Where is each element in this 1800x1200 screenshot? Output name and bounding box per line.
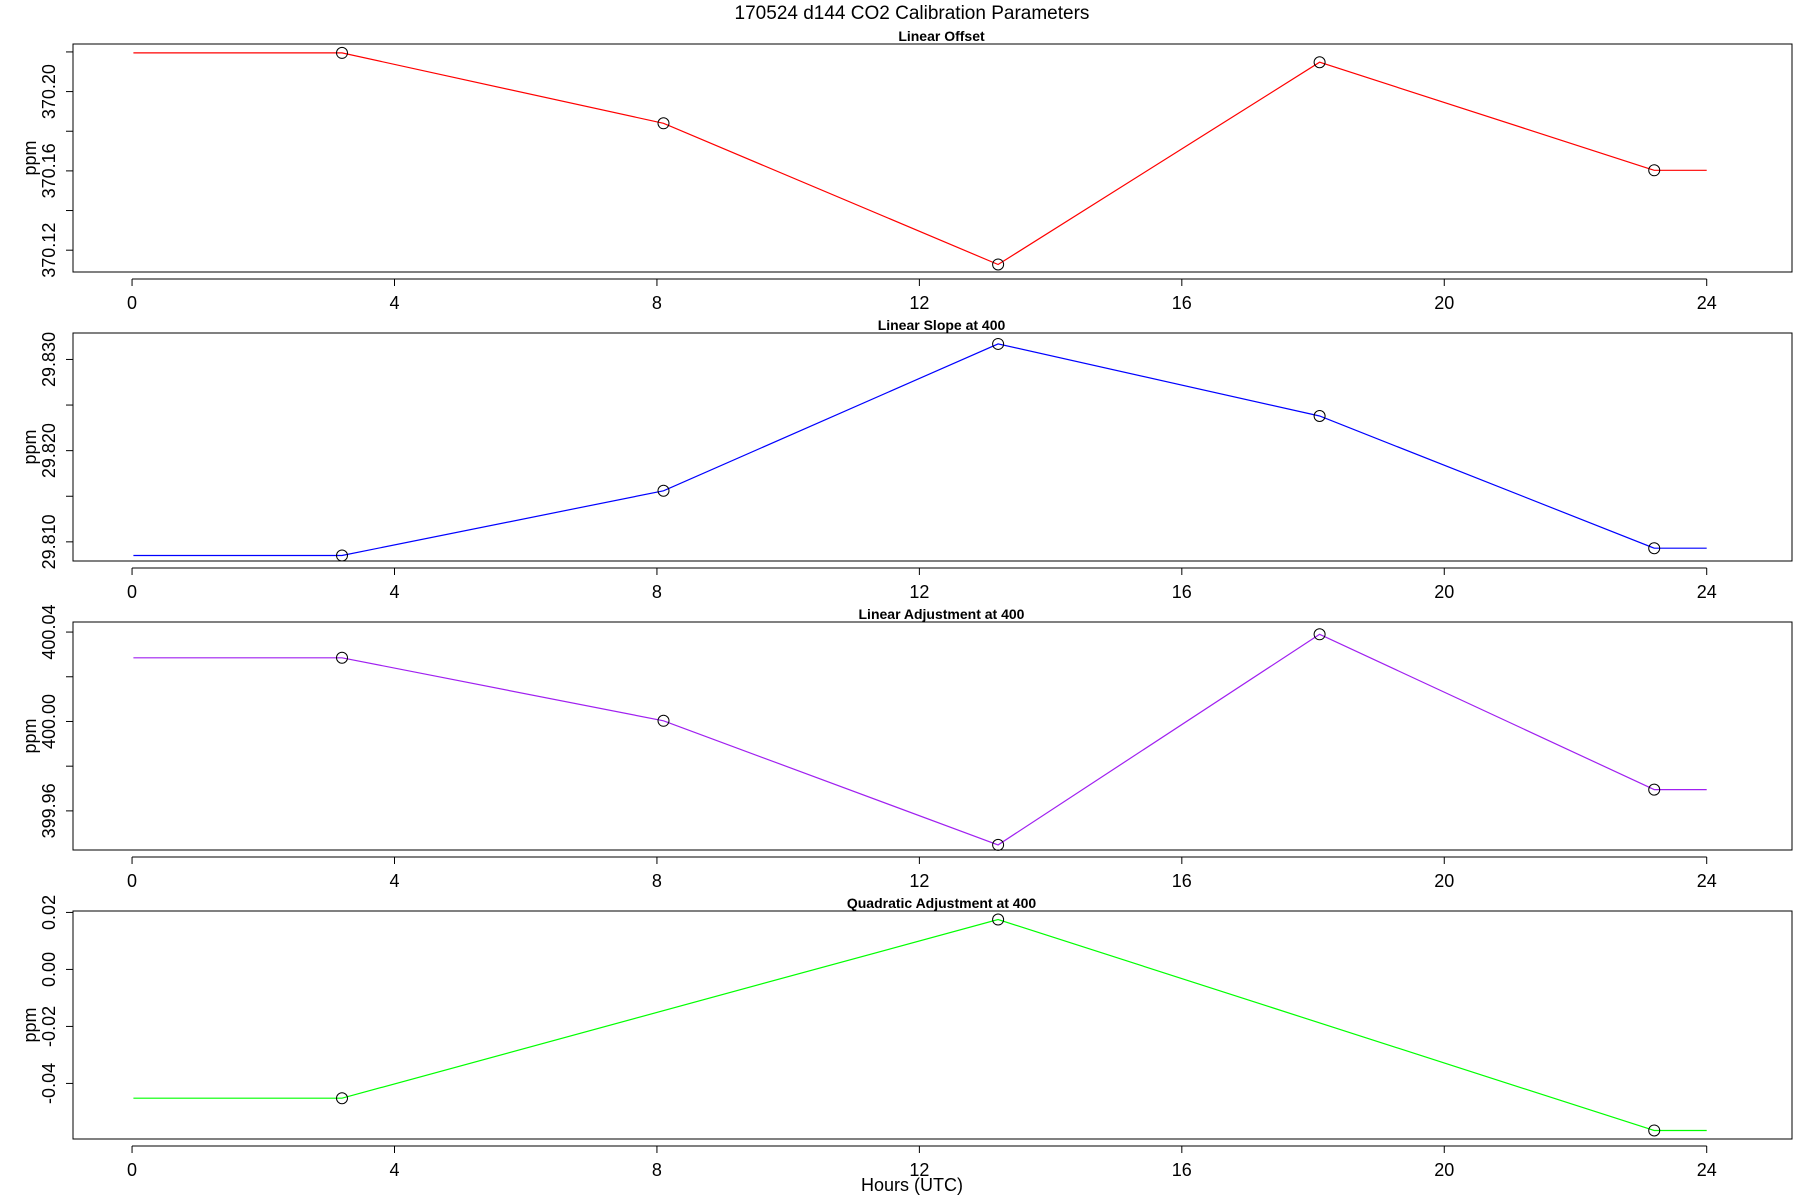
- panel-quadratic-adjustment-at-400-y-tick-label-1: -0.02: [39, 1006, 59, 1047]
- panel-linear-adjustment-at-400-point-4: [1648, 783, 1661, 796]
- panel-linear-adjustment-at-400-x-tick-label-6: 24: [1697, 871, 1717, 891]
- panel-linear-slope-at-400-x-tick-label-3: 12: [909, 582, 929, 602]
- panel-linear-offset-x-tick-label-4: 16: [1172, 293, 1192, 313]
- panel-linear-offset-point-4: [1648, 164, 1661, 177]
- panel-linear-offset-x-tick-label-5: 20: [1434, 293, 1454, 313]
- panel-linear-slope-at-400-x-tick-label-1: 4: [389, 582, 399, 602]
- panel-linear-offset-point-3: [1313, 56, 1326, 69]
- panel-linear-adjustment-at-400-y-tick-label-2: 400.00: [39, 694, 59, 749]
- panel-quadratic-adjustment-at-400-x-tick-label-0: 0: [127, 1160, 137, 1180]
- panel-linear-slope-at-400-x-tick-label-0: 0: [127, 582, 137, 602]
- panel-quadratic-adjustment-at-400-x-tick-label-1: 4: [389, 1160, 399, 1180]
- panel-linear-adjustment-at-400-x-tick-label-3: 12: [909, 871, 929, 891]
- panel-linear-adjustment-at-400-point-1: [657, 714, 670, 727]
- panel-linear-adjustment-at-400-x-tick-label-1: 4: [389, 871, 399, 891]
- panel-linear-offset: Linear Offset ppm 370.12 370.16 370.20 0 4 8 12 1…: [20, 28, 1793, 313]
- panel-linear-slope-at-400-frame: [72, 332, 1793, 562]
- panel-linear-slope-at-400-y-tick-label-2: 29.820: [39, 423, 59, 478]
- panel-quadratic-adjustment-at-400-y-tick-label-3: 0.02: [39, 895, 59, 930]
- panel-linear-adjustment-at-400-x-tick-label-2: 8: [652, 871, 662, 891]
- panel-linear-offset-y-tick-label-0: 370.12: [39, 223, 59, 278]
- panel-linear-slope-at-400-x-tick-label-2: 8: [652, 582, 662, 602]
- panel-linear-slope-at-400-title: Linear Slope at 400: [878, 317, 1006, 333]
- panel-linear-slope-at-400-point-4: [1648, 542, 1661, 555]
- panel-linear-slope-at-400-x-tick-label-4: 16: [1172, 582, 1192, 602]
- panel-linear-offset-series-line: [133, 52, 1707, 266]
- panel-quadratic-adjustment-at-400-title: Quadratic Adjustment at 400: [847, 895, 1037, 911]
- panel-linear-adjustment-at-400-x-tick-label-0: 0: [127, 871, 137, 891]
- panel-linear-slope-at-400-y-tick-label-0: 29.810: [39, 514, 59, 569]
- panel-linear-adjustment-at-400-y-tick-label-0: 399.96: [39, 783, 59, 838]
- panel-linear-offset-x-tick-label-0: 0: [127, 293, 137, 313]
- panel-linear-adjustment-at-400-point-3: [1313, 628, 1326, 641]
- panel-linear-slope-at-400-point-1: [657, 484, 670, 497]
- panel-linear-slope-at-400-y-axis-label: ppm: [20, 429, 40, 464]
- panel-quadratic-adjustment-at-400-series-line: [133, 918, 1707, 1132]
- panel-linear-adjustment-at-400-x-tick-label-5: 20: [1434, 871, 1454, 891]
- panel-linear-adjustment-at-400-x-tick-label-4: 16: [1172, 871, 1192, 891]
- panel-linear-offset-frame: [72, 43, 1793, 273]
- panel-linear-offset-x-tick-label-2: 8: [652, 293, 662, 313]
- panel-linear-slope-at-400-point-3: [1313, 409, 1326, 422]
- panel-quadratic-adjustment-at-400-x-tick-label-5: 20: [1434, 1160, 1454, 1180]
- panel-linear-offset-point-2: [992, 258, 1005, 271]
- panel-linear-offset-title: Linear Offset: [898, 28, 985, 44]
- panel-linear-adjustment-at-400-point-2: [992, 838, 1005, 851]
- panel-linear-slope-at-400-point-0: [336, 549, 349, 562]
- panel-linear-adjustment-at-400-point-0: [336, 651, 349, 664]
- panel-linear-slope-at-400: Linear Slope at 400 ppm 29.810 29.820 29.830…: [20, 317, 1793, 602]
- panel-linear-offset-y-tick-label-2: 370.16: [39, 143, 59, 198]
- panel-linear-offset-point-0: [336, 46, 349, 59]
- panel-linear-adjustment-at-400-y-tick-label-4: 400.04: [39, 605, 59, 660]
- panel-linear-slope-at-400-y-tick-label-4: 29.830: [39, 332, 59, 387]
- panel-quadratic-adjustment-at-400-x-tick-label-4: 16: [1172, 1160, 1192, 1180]
- panel-linear-offset-x-tick-label-1: 4: [389, 293, 399, 313]
- panel-quadratic-adjustment-at-400-x-tick-label-2: 8: [652, 1160, 662, 1180]
- panel-quadratic-adjustment-at-400-y-axis-label: ppm: [20, 1007, 40, 1042]
- panel-linear-offset-y-axis-label: ppm: [20, 140, 40, 175]
- panel-quadratic-adjustment-at-400-x-tick-label-6: 24: [1697, 1160, 1717, 1180]
- panel-linear-adjustment-at-400: Linear Adjustment at 400 ppm 399.96 400.00 4…: [20, 605, 1793, 891]
- panel-linear-adjustment-at-400-y-axis-label: ppm: [20, 718, 40, 753]
- panel-linear-slope-at-400-series-line: [133, 343, 1707, 557]
- panel-linear-adjustment-at-400-title: Linear Adjustment at 400: [859, 606, 1025, 622]
- panel-linear-slope-at-400-x-tick-label-5: 20: [1434, 582, 1454, 602]
- panel-quadratic-adjustment-at-400-y-tick-label-0: -0.04: [39, 1063, 59, 1104]
- figure-title: 170524 d144 CO2 Calibration Parameters: [735, 3, 1090, 24]
- panel-quadratic-adjustment-at-400-point-0: [336, 1092, 349, 1105]
- panel-quadratic-adjustment-at-400-frame: [72, 910, 1793, 1140]
- panel-quadratic-adjustment-at-400-point-2: [1648, 1124, 1661, 1137]
- panel-quadratic-adjustment-at-400-y-tick-label-2: 0.00: [39, 952, 59, 987]
- panel-linear-slope-at-400-x-tick-label-6: 24: [1697, 582, 1717, 602]
- panel-linear-adjustment-at-400-series-line: [133, 633, 1707, 846]
- panels-group: Linear Offset ppm 370.12 370.16 370.20 0 4 8 12 1…: [20, 28, 1793, 1180]
- panel-linear-offset-y-tick-label-4: 370.20: [39, 64, 59, 119]
- panel-quadratic-adjustment-at-400-x-tick-label-3: 12: [909, 1160, 929, 1180]
- panel-linear-offset-x-tick-label-3: 12: [909, 293, 929, 313]
- panel-quadratic-adjustment-at-400-point-1: [992, 913, 1005, 926]
- panel-quadratic-adjustment-at-400: Quadratic Adjustment at 400 ppm -0.04 -0.02…: [20, 895, 1793, 1180]
- panel-linear-adjustment-at-400-frame: [72, 621, 1793, 851]
- panel-linear-offset-x-tick-label-6: 24: [1697, 293, 1717, 313]
- x-axis-label: Hours (UTC): [861, 1175, 963, 1195]
- panel-linear-slope-at-400-point-2: [992, 337, 1005, 350]
- panel-linear-offset-point-1: [657, 117, 670, 130]
